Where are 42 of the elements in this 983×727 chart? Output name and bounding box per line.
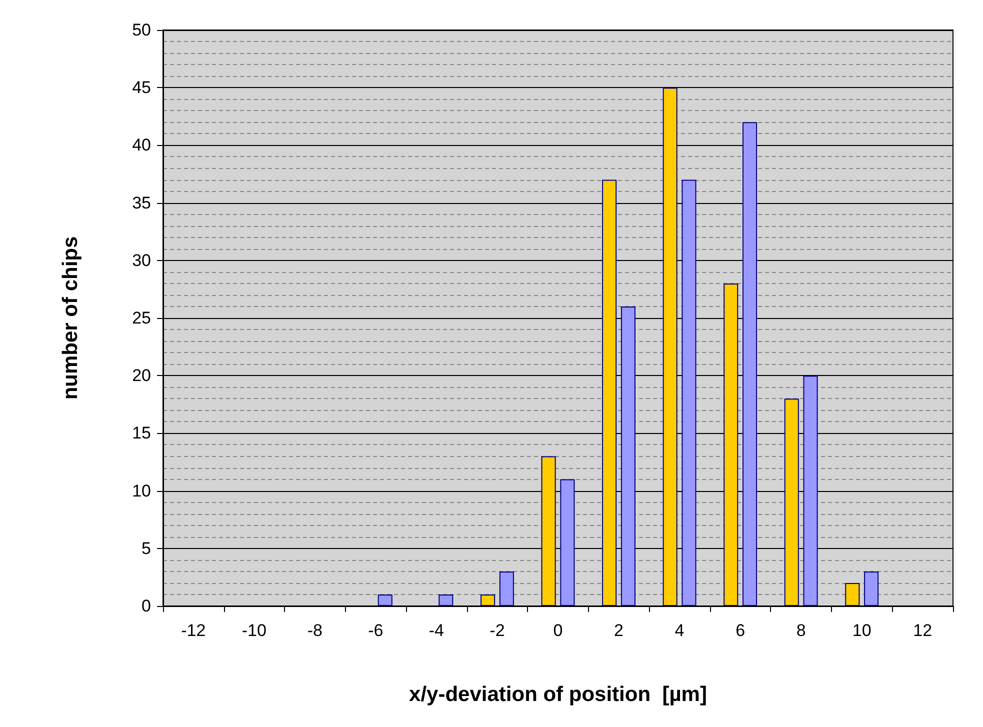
y-tick-label: 25	[132, 308, 151, 328]
y-tick-label: 30	[132, 250, 151, 270]
bar	[803, 376, 818, 606]
bar	[499, 571, 514, 606]
x-tick-label: -4	[428, 621, 444, 640]
bar	[620, 306, 636, 606]
bar	[560, 479, 575, 606]
x-tick-label: 12	[913, 621, 932, 640]
bar	[480, 594, 496, 606]
bar	[845, 582, 860, 606]
bar	[742, 122, 758, 606]
y-tick-label: 15	[132, 424, 151, 443]
y-tick-label: 20	[132, 366, 151, 386]
x-tick-label: -10	[242, 621, 266, 640]
x-tick-label: 2	[614, 621, 624, 640]
y-tick-label: 0	[142, 596, 151, 616]
x-tick-label: 10	[852, 621, 872, 640]
bar	[541, 456, 556, 606]
y-axis-title: number of chips	[59, 236, 82, 400]
bar	[662, 88, 678, 606]
bar	[864, 571, 879, 606]
bar	[378, 594, 392, 606]
x-tick-label: 4	[674, 621, 684, 640]
y-tick-label: 35	[132, 193, 151, 212]
y-tick-label: 50	[132, 20, 151, 40]
bar	[784, 398, 799, 606]
x-tick-label: -8	[307, 621, 322, 640]
bar	[438, 594, 454, 606]
x-tick-label: -12	[181, 621, 206, 640]
bar	[602, 180, 617, 606]
x-tick-label: 0	[553, 621, 563, 640]
y-tick-label: 45	[132, 78, 151, 98]
x-tick-label: -6	[368, 621, 384, 640]
y-tick-label: 40	[132, 136, 151, 155]
x-tick-label: 8	[796, 621, 806, 640]
y-tick-label: 10	[132, 481, 151, 500]
bar	[682, 180, 696, 606]
x-axis-title: x/y-deviation of position [µm]	[409, 683, 707, 706]
x-tick-label: -2	[490, 621, 505, 640]
y-tick-label: 5	[142, 538, 151, 558]
bar	[724, 283, 738, 606]
x-tick-label: 6	[736, 621, 746, 640]
